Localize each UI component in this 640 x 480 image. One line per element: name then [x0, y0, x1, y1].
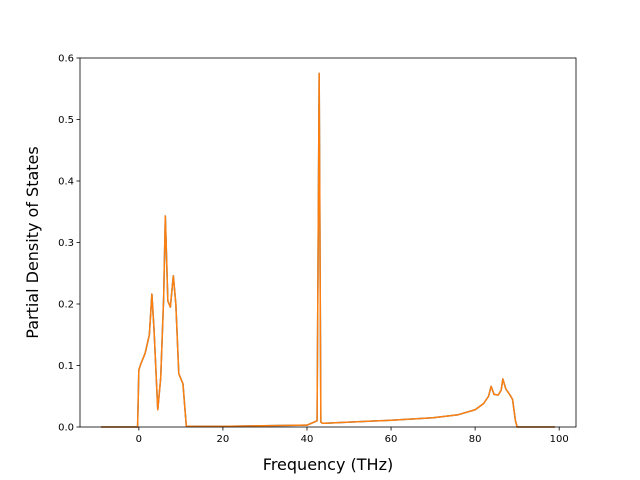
y-tick-label: 0.2: [58, 300, 74, 311]
y-tick-label: 0.0: [58, 423, 74, 434]
y-tick-label: 0.5: [58, 115, 74, 126]
series-line-2: [101, 72, 555, 428]
y-axis-ticks: 0.0 0.1 0.2 0.3 0.4 0.5 0.6: [58, 54, 80, 434]
x-tick-label: 100: [550, 434, 569, 445]
y-axis-label: Partial Density of States: [23, 146, 42, 338]
x-tick-label: 40: [301, 434, 314, 445]
x-tick-label: 0: [136, 434, 142, 445]
y-tick-label: 0.1: [58, 361, 74, 372]
y-tick-label: 0.6: [58, 54, 74, 65]
x-axis-label: Frequency (THz): [263, 455, 393, 474]
series-layer: [101, 72, 555, 428]
x-tick-label: 80: [469, 434, 482, 445]
x-tick-label: 20: [217, 434, 230, 445]
x-tick-label: 60: [385, 434, 398, 445]
plot-area: [80, 58, 576, 427]
y-tick-label: 0.3: [58, 238, 74, 249]
y-tick-label: 0.4: [58, 177, 74, 188]
x-axis-ticks: 0 20 40 60 80 100: [136, 427, 569, 445]
